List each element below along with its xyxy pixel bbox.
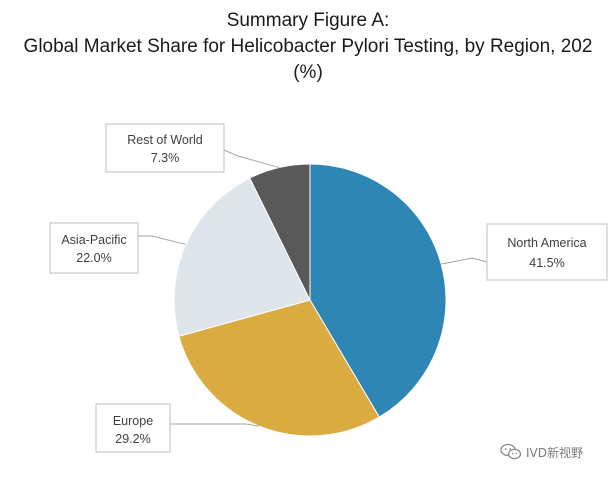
leader-line-rest-of-world xyxy=(223,149,280,169)
slice-value-rest-of-world: 7.3% xyxy=(151,151,180,165)
pie-slice-europe xyxy=(178,299,380,437)
slice-value-asia-pacific: 22.0% xyxy=(76,251,111,265)
callout-box-asia-pacific xyxy=(49,222,139,274)
slice-value-europe: 29.2% xyxy=(115,432,150,446)
slice-label-asia-pacific: Asia-Pacific xyxy=(61,233,126,247)
wechat-icon xyxy=(500,443,522,460)
pie-slice-north-america xyxy=(309,163,447,418)
leader-line-north-america xyxy=(441,257,488,265)
callout-europe: Europe 29.2% xyxy=(95,403,171,453)
slice-label-rest-of-world: Rest of World xyxy=(127,133,203,147)
callout-box-north-america xyxy=(486,223,608,281)
slice-label-north-america: North America xyxy=(507,236,586,250)
callout-box-rest-of-world xyxy=(105,123,225,173)
slice-value-north-america: 41.5% xyxy=(529,256,564,270)
chart-title-line-2: Global Market Share for Helicobacter Pyl… xyxy=(24,36,593,57)
pie-slice-rest-of-world xyxy=(249,163,311,301)
leader-line-europe xyxy=(170,423,260,427)
chart-title-line-1: Summary Figure A: xyxy=(227,10,390,31)
callout-rest-of-world: Rest of World 7.3% xyxy=(105,123,225,173)
callout-north-america: North America 41.5% xyxy=(486,223,608,281)
pie-slice-asia-pacific xyxy=(173,177,311,337)
watermark-text: IVD新视野 xyxy=(526,445,583,460)
callout-asia-pacific: Asia-Pacific 22.0% xyxy=(49,222,139,274)
pie-slices xyxy=(173,163,447,437)
leader-line-asia-pacific xyxy=(138,235,186,245)
watermark: IVD新视野 xyxy=(500,443,583,461)
slice-label-europe: Europe xyxy=(113,414,153,428)
chart-title: Summary Figure A: Global Market Share fo… xyxy=(24,10,593,83)
leader-lines xyxy=(138,149,488,427)
callout-box-europe xyxy=(95,403,171,453)
chart-title-line-3: (%) xyxy=(293,62,323,83)
